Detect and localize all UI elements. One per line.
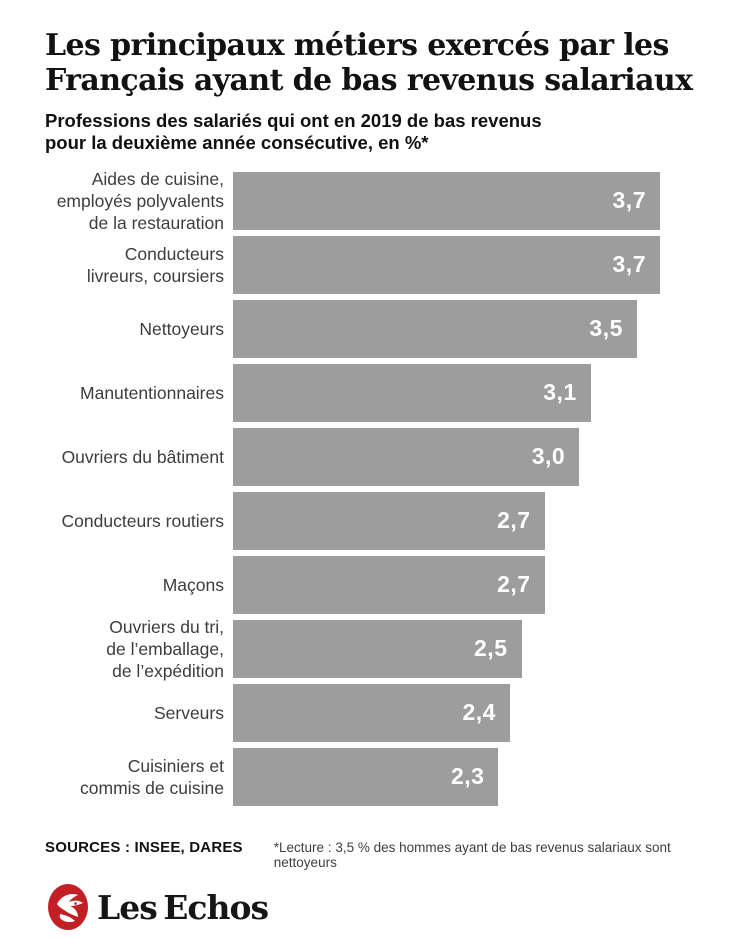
bar-value-label: 3,7 bbox=[612, 187, 646, 214]
chart-row: Manutentionnaires 3,1 bbox=[0, 363, 660, 422]
chart-row: Serveurs 2,4 bbox=[0, 683, 660, 742]
bar-category-label: Ouvriers du bâtiment bbox=[61, 446, 224, 467]
chart-row: Ouvriers du bâtiment 3,0 bbox=[0, 427, 660, 486]
bar-value-label: 2,4 bbox=[462, 699, 496, 726]
bar: 2,7 bbox=[233, 491, 545, 550]
bar-value-label: 2,7 bbox=[497, 571, 531, 598]
bar: 2,5 bbox=[233, 619, 522, 678]
bar-track: 3,0 bbox=[233, 427, 660, 486]
bar-track: 3,7 bbox=[233, 235, 660, 294]
bar: 3,7 bbox=[233, 171, 660, 230]
footnotes-row: SOURCES : INSEE, DARES *Lecture : 3,5 % … bbox=[45, 839, 705, 870]
chart-row: Nettoyeurs 3,5 bbox=[0, 299, 660, 358]
chart-row: Conducteurs routiers 2,7 bbox=[0, 491, 660, 550]
bar-value-label: 3,1 bbox=[543, 379, 577, 406]
bar-track: 3,7 bbox=[233, 171, 660, 230]
chart-row: Conducteurs livreurs, coursiers 3,7 bbox=[0, 235, 660, 294]
chart-subtitle: Professions des salariés qui ont en 2019… bbox=[45, 109, 542, 154]
chart-row: Ouvriers du tri, de l’emballage, de l’ex… bbox=[0, 617, 660, 681]
bar-value-label: 2,7 bbox=[497, 507, 531, 534]
bar-track: 2,5 bbox=[233, 619, 660, 678]
bar-chart: Aides de cuisine, employés polyvalents d… bbox=[0, 169, 660, 806]
les-echos-wordmark: Les Echos bbox=[97, 887, 269, 927]
bar: 2,7 bbox=[233, 555, 545, 614]
bar-value-label: 3,0 bbox=[531, 443, 566, 470]
chart-title: Les principaux métiers exercés par les F… bbox=[45, 28, 693, 99]
bar-value-label: 2,3 bbox=[450, 763, 485, 790]
bar-value-label: 3,7 bbox=[612, 251, 646, 278]
bar-value-label: 2,5 bbox=[474, 635, 508, 662]
sources-label: SOURCES : INSEE, DARES bbox=[45, 838, 243, 856]
bar-category-label: Conducteurs livreurs, coursiers bbox=[86, 243, 224, 286]
bar-category-label: Conducteurs routiers bbox=[61, 510, 224, 531]
bar-track: 2,3 bbox=[233, 747, 660, 806]
bar: 2,3 bbox=[233, 747, 499, 806]
bar-category-label: Serveurs bbox=[153, 702, 224, 723]
bar-track: 2,7 bbox=[233, 555, 660, 614]
bar-category-label: Cuisiniers et commis de cuisine bbox=[80, 755, 224, 798]
bar-category-label: Ouvriers du tri, de l’emballage, de l’ex… bbox=[106, 616, 224, 681]
les-echos-logo: Les Echos bbox=[48, 884, 269, 930]
bar-track: 3,5 bbox=[233, 299, 660, 358]
bar-track: 3,1 bbox=[233, 363, 660, 422]
reading-note: *Lecture : 3,5 % des hommes ayant de bas… bbox=[273, 839, 671, 870]
bar: 3,1 bbox=[233, 363, 591, 422]
bar-track: 2,4 bbox=[233, 683, 660, 742]
bar-category-label: Aides de cuisine, employés polyvalents d… bbox=[56, 168, 224, 233]
bar-track: 2,7 bbox=[233, 491, 660, 550]
bar-category-label: Nettoyeurs bbox=[139, 318, 224, 339]
bar-category-label: Manutentionnaires bbox=[80, 382, 224, 403]
les-echos-bird-icon bbox=[48, 884, 88, 930]
chart-row: Cuisiniers et commis de cuisine 2,3 bbox=[0, 747, 660, 806]
bar: 2,4 bbox=[233, 683, 510, 742]
bar: 3,5 bbox=[233, 299, 637, 358]
bar-value-label: 3,5 bbox=[589, 315, 623, 342]
chart-row: Maçons 2,7 bbox=[0, 555, 660, 614]
chart-row: Aides de cuisine, employés polyvalents d… bbox=[0, 169, 660, 233]
bar-category-label: Maçons bbox=[162, 574, 224, 595]
bar: 3,0 bbox=[233, 427, 580, 486]
bar: 3,7 bbox=[233, 235, 660, 294]
